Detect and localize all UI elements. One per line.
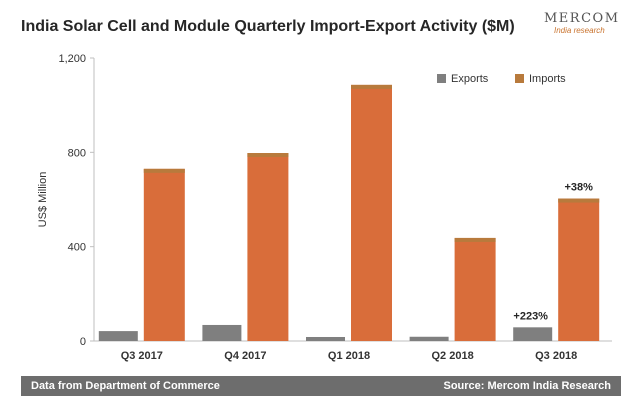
bar-chart: 0 400 800 1,200 US$ Million Q3 2017 Q4 2017 Q1 … — [37, 53, 612, 362]
y-tick-label: 1,200 — [58, 53, 86, 65]
logo-subtitle: India research — [554, 26, 605, 35]
x-tick-label: Q2 2018 — [431, 350, 473, 362]
x-tick-label: Q1 2018 — [328, 350, 370, 362]
exports-bar — [202, 324, 242, 341]
mercom-logo: MERCOM India research — [544, 11, 620, 36]
footer-bar: Data from Department of Commerce Source:… — [21, 376, 621, 396]
exports-bar — [513, 327, 553, 341]
legend-imports-label: Imports — [529, 73, 566, 85]
imports-bar — [558, 198, 600, 341]
imports-bar-cap — [558, 198, 600, 203]
imports-bar — [351, 84, 392, 341]
legend-exports-label: Exports — [451, 73, 489, 85]
exports-bar — [98, 331, 138, 341]
exports-bar — [409, 336, 449, 341]
x-tick-label: Q3 2018 — [535, 350, 577, 362]
legend-exports-swatch — [437, 74, 446, 83]
data-annotation: +223% — [513, 310, 548, 322]
imports-bar-cap — [143, 168, 185, 173]
y-tick-label: 400 — [68, 242, 86, 254]
y-axis-title: US$ Million — [37, 172, 49, 228]
chart-title: India Solar Cell and Module Quarterly Im… — [21, 18, 515, 35]
x-tick-label: Q4 2017 — [224, 350, 266, 362]
x-tick-label: Q3 2017 — [121, 350, 163, 362]
logo-name: MERCOM — [544, 11, 620, 26]
imports-bar-cap — [454, 237, 496, 242]
legend-imports-swatch — [515, 74, 524, 83]
footer-data-note: Data from Department of Commerce — [31, 380, 220, 392]
data-annotation: +38% — [564, 182, 593, 194]
imports-bar — [247, 153, 289, 341]
imports-bar-cap — [247, 153, 289, 158]
imports-bar — [454, 237, 496, 341]
y-tick-label: 0 — [80, 336, 86, 348]
footer-source: Source: Mercom India Research — [443, 380, 611, 392]
y-tick-label: 800 — [68, 147, 86, 159]
exports-bar — [306, 336, 345, 341]
imports-bar-cap — [351, 84, 392, 89]
imports-bar — [143, 168, 185, 341]
